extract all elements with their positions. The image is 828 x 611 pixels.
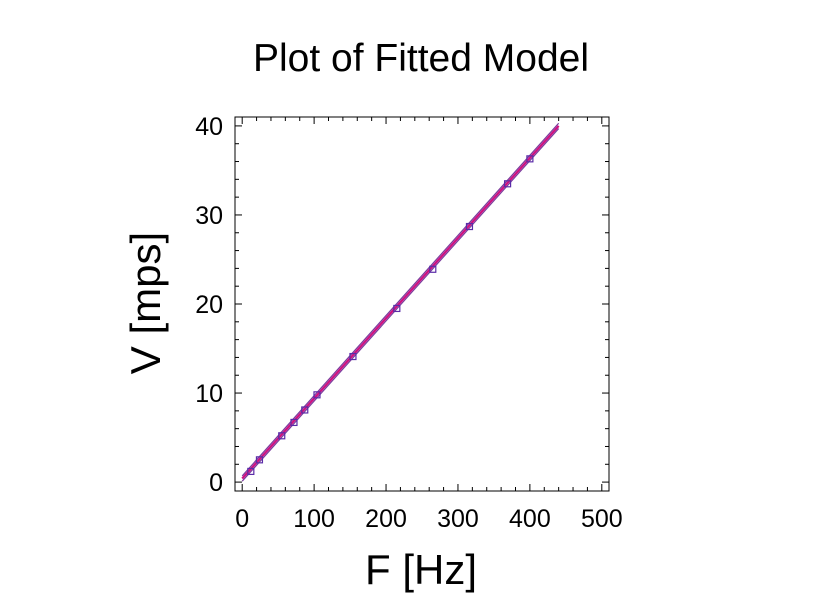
y-tick-label: 10 — [195, 380, 223, 408]
y-tick-label: 30 — [195, 202, 223, 230]
data-point — [429, 265, 437, 273]
plot-area: 0 100 200 300 400 500 0 10 20 30 40 — [195, 113, 622, 533]
y-tick-label: 0 — [209, 469, 223, 497]
x-tick-label: 500 — [581, 505, 623, 533]
data-point — [393, 304, 401, 313]
x-tick-label: 300 — [437, 505, 479, 533]
y-axis-title: V [mps] — [122, 232, 169, 374]
x-axis-title: F [Hz] — [365, 546, 477, 593]
plot-frame — [234, 116, 610, 492]
data-point — [349, 352, 357, 361]
series-line — [241, 125, 560, 480]
data-point — [313, 391, 321, 399]
data-point — [278, 432, 286, 440]
series-band-upper — [241, 122, 560, 477]
data-point — [503, 180, 512, 188]
data-point — [465, 222, 474, 231]
x-tick-label: 200 — [365, 505, 407, 533]
data-point — [526, 155, 534, 163]
x-tick-label: 0 — [235, 505, 249, 533]
data-point — [290, 418, 298, 427]
x-tick-label: 400 — [509, 505, 551, 533]
data-point — [301, 406, 309, 414]
data-point — [247, 467, 255, 476]
x-tick-label: 100 — [293, 505, 335, 533]
chart-title: Plot of Fitted Model — [253, 37, 589, 80]
y-tick-label: 40 — [195, 113, 223, 141]
data-point — [255, 456, 264, 464]
y-tick-label: 20 — [195, 291, 223, 319]
